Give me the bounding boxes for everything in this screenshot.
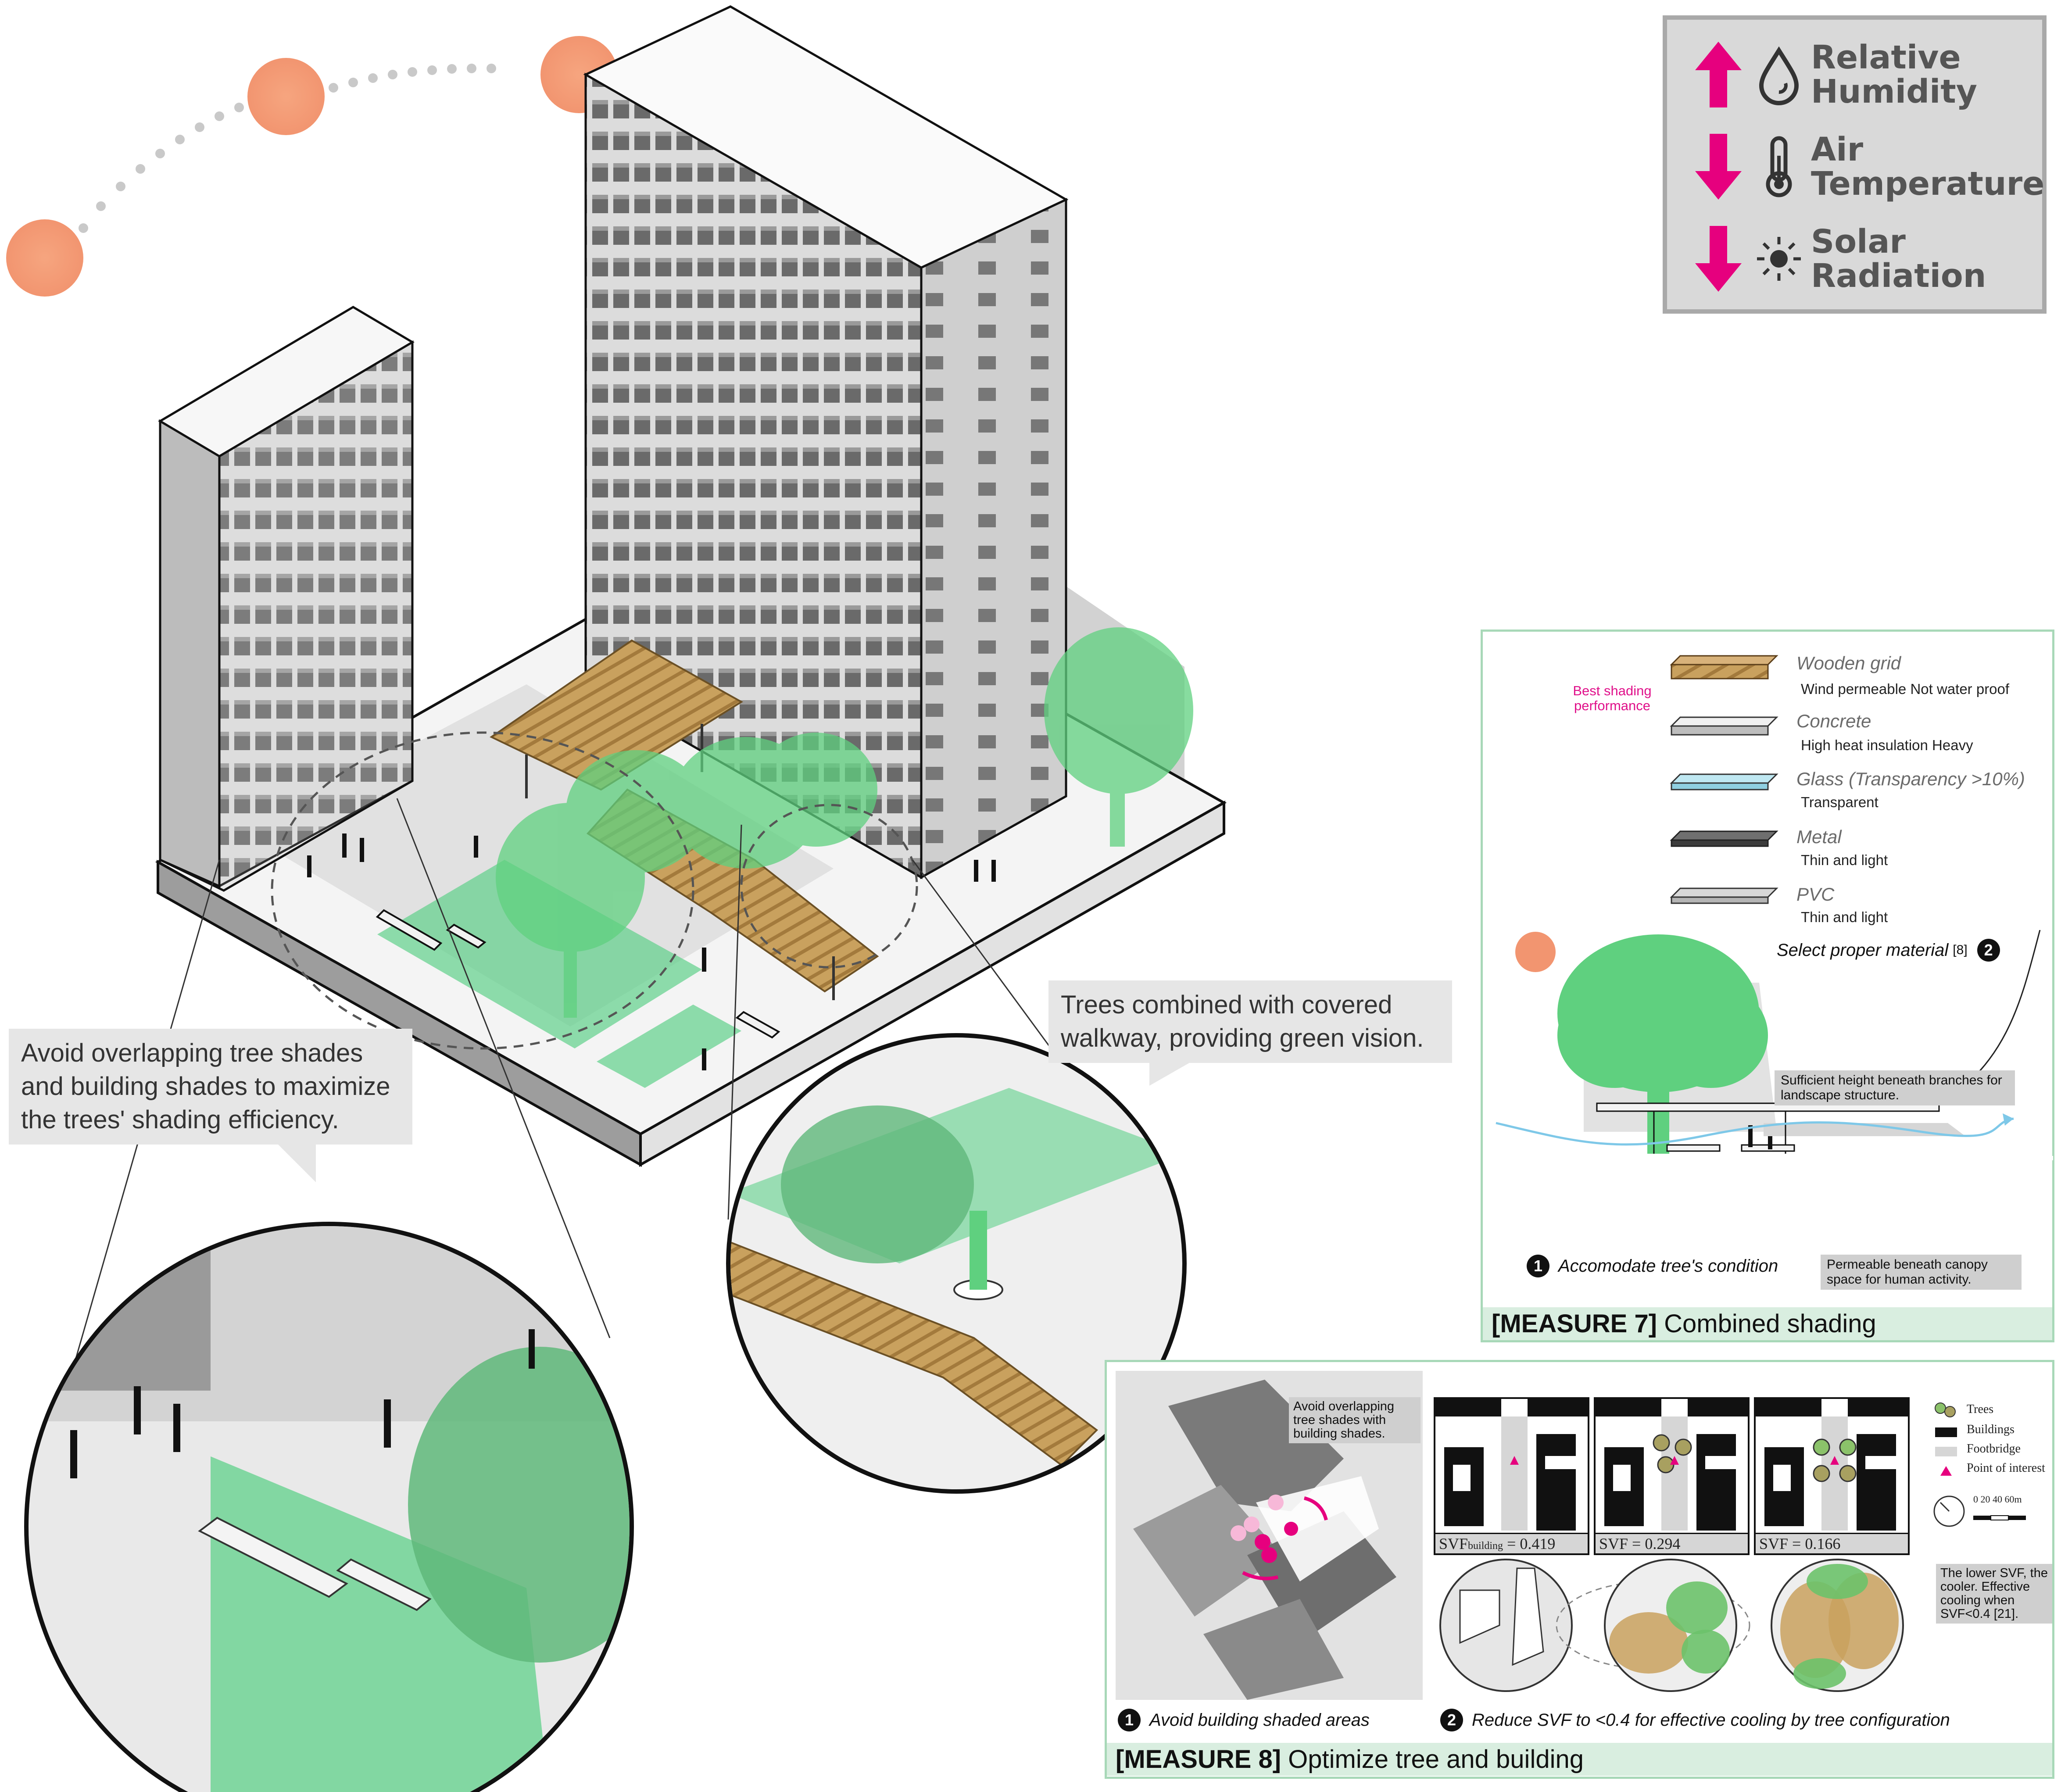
swatch-metal xyxy=(1670,830,1778,847)
tree-canopy-section xyxy=(1483,930,2053,1160)
material-name: Glass (Transparency >10%) xyxy=(1796,769,2025,789)
legend-row-temperature: Air Temperature xyxy=(1691,129,2045,204)
material-props: Thin and light xyxy=(1801,909,1888,925)
material-props: Thin and light xyxy=(1801,852,1888,868)
sun-position-1 xyxy=(6,219,83,297)
measure-8-panel: Avoid overlapping tree shades with build… xyxy=(1105,1360,2054,1779)
note-permeable-space: Permeable beneath canopy space for human… xyxy=(1821,1255,2022,1290)
legend-label-solar: Solar Radiation xyxy=(1811,223,1986,295)
svf-plan-drawing xyxy=(1435,1399,1588,1531)
svf-plan-drawing xyxy=(1756,1399,1908,1531)
callout-pointer xyxy=(268,1134,316,1182)
arrow-up-icon xyxy=(1695,42,1742,107)
measure-tag: [MEASURE 7] xyxy=(1492,1309,1657,1338)
svf-plan-drawing xyxy=(1596,1399,1748,1531)
map-note: Avoid overlapping tree shades with build… xyxy=(1289,1397,1421,1443)
material-name: Wooden grid xyxy=(1796,653,1901,673)
legend-row-humidity: Relative Humidity xyxy=(1691,37,2039,112)
measure-7-title: [MEASURE 7] Combined shading xyxy=(1483,1307,2052,1340)
swatch-wooden-grid xyxy=(1670,655,1778,680)
measure-title-text: Combined shading xyxy=(1664,1309,1876,1338)
fisheye-sky-view-drawings xyxy=(1439,1559,1904,1692)
material-name: Metal xyxy=(1796,826,1842,847)
arrow-down-icon xyxy=(1695,226,1742,292)
arrow-down-icon xyxy=(1695,134,1742,200)
sun-position-2 xyxy=(247,58,325,135)
legend-label-humidity: Relative Humidity xyxy=(1811,39,1978,111)
svf-cooling-note: The lower SVF, the cooler. Effective coo… xyxy=(1936,1564,2052,1624)
measure-tag: [MEASURE 8] xyxy=(1116,1745,1281,1774)
note-height-beneath: Sufficient height beneath branches for l… xyxy=(1775,1070,2015,1105)
scale-bar xyxy=(1933,1495,2026,1527)
callout-pointer xyxy=(1149,1051,1211,1086)
measure8-step-1: 1 Avoid building shaded areas xyxy=(1118,1709,1370,1731)
svf-value-label: SVFbuilding = 0.419 xyxy=(1435,1533,1588,1553)
svf-map-trees-a: SVF = 0.294 xyxy=(1594,1397,1750,1555)
swatch-pvc xyxy=(1670,887,1778,904)
trees xyxy=(496,627,1193,1018)
legend-buildings: Buildings xyxy=(1967,1423,2014,1436)
measure-7-panel: Wooden grid Wind permeable Not water pro… xyxy=(1481,630,2054,1342)
step-number-badge: 1 xyxy=(1118,1709,1141,1731)
climate-effect-legend: Relative Humidity Air Temperature Solar … xyxy=(1663,15,2047,314)
step-number-badge: 1 xyxy=(1527,1255,1549,1277)
measure7-step-2: Select proper material [8] 2 xyxy=(1777,939,2000,962)
swatch-concrete xyxy=(1670,716,1778,736)
benches xyxy=(376,909,780,1039)
zoom-detail-shading xyxy=(24,1222,634,1792)
material-props: Transparent xyxy=(1801,794,1879,810)
measure8-legend-icons xyxy=(1935,1402,1957,1476)
site-plan-map xyxy=(1116,1371,1423,1700)
lawn-large xyxy=(377,860,702,1048)
humidity-drop-icon xyxy=(1759,46,1799,105)
step-text: Select proper material xyxy=(1777,940,1949,960)
step-reference: [8] xyxy=(1953,943,1968,957)
material-name: Concrete xyxy=(1796,711,1871,731)
measure-title-text: Optimize tree and building xyxy=(1288,1745,1584,1774)
step-text: Accomodate tree's condition xyxy=(1558,1256,1778,1276)
zoom-detail-walkway xyxy=(726,1033,1187,1494)
material-name: PVC xyxy=(1796,884,1835,905)
legend-label-temperature: Air Temperature xyxy=(1811,131,2045,203)
legend-trees: Trees xyxy=(1967,1402,1994,1416)
material-props: High heat insulation Heavy xyxy=(1801,737,1973,753)
scale-bar-labels: 0 20 40 60m xyxy=(1973,1494,2022,1505)
legend-point-of-interest: Point of interest xyxy=(1967,1461,2045,1475)
measure-8-title: [MEASURE 8] Optimize tree and building xyxy=(1107,1743,2052,1776)
legend-row-solar: Solar Radiation xyxy=(1691,222,2039,296)
best-shading-note: Best shading performance xyxy=(1573,683,1652,713)
step-number-badge: 2 xyxy=(1440,1709,1463,1731)
step-text: Avoid building shaded areas xyxy=(1149,1710,1370,1730)
swatch-glass xyxy=(1670,773,1778,790)
left-tower xyxy=(158,306,415,892)
svf-value-label: SVF = 0.166 xyxy=(1756,1533,1908,1553)
measure8-step-2: 2 Reduce SVF to <0.4 for effective cooli… xyxy=(1440,1709,1950,1731)
callout-trees-walkway: Trees combined with covered walkway, pro… xyxy=(1048,980,1452,1063)
material-props: Wind permeable Not water proof xyxy=(1801,681,2010,697)
svf-map-trees-b: SVF = 0.166 xyxy=(1754,1397,1910,1555)
material-swatches xyxy=(1670,655,1778,904)
step-number-badge: 2 xyxy=(1977,939,2000,962)
measure7-step-1: 1 Accomodate tree's condition xyxy=(1527,1255,1778,1277)
lawn-small xyxy=(597,1005,741,1088)
callout-avoid-overlap: Avoid overlapping tree shades and buildi… xyxy=(9,1029,412,1145)
svf-value-label: SVF = 0.294 xyxy=(1596,1533,1748,1553)
legend-footbridge: Footbridge xyxy=(1967,1442,2021,1456)
people-silhouettes xyxy=(307,833,996,1070)
svf-map-building: SVFbuilding = 0.419 xyxy=(1434,1397,1589,1555)
right-tower xyxy=(583,5,1069,880)
thermometer-icon xyxy=(1766,136,1792,197)
step-text: Reduce SVF to <0.4 for effective cooling… xyxy=(1472,1710,1950,1730)
sun-path xyxy=(79,64,496,233)
sun-icon xyxy=(1757,237,1801,281)
